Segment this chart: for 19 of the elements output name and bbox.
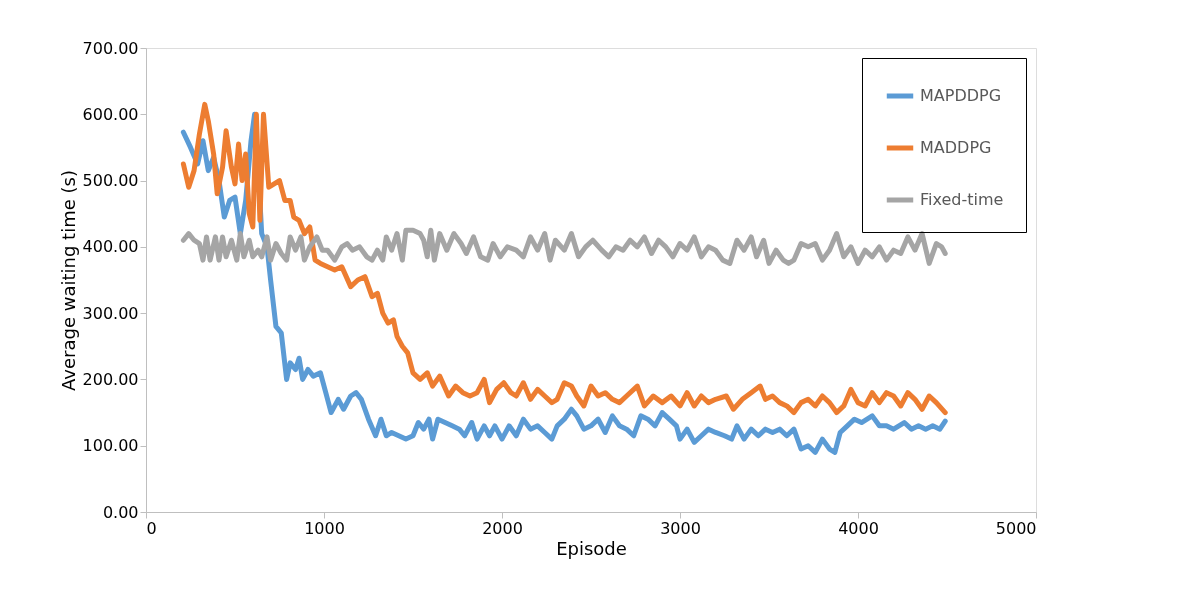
x-tick-label: 3000 xyxy=(660,518,701,538)
y-tick-label: 400.00 xyxy=(82,237,139,257)
legend-label: MAPDDPG xyxy=(920,86,1002,105)
x-tick-label: 5000 xyxy=(995,518,1037,538)
legend-label: Fixed-time xyxy=(920,190,1004,209)
x-axis-title: Episode xyxy=(556,537,627,559)
x-tick-label: 0 xyxy=(146,518,157,538)
y-tick-label: 500.00 xyxy=(82,171,139,191)
x-tick-label: 4000 xyxy=(838,518,879,538)
y-tick-label: 0.00 xyxy=(102,502,139,522)
y-tick-label: 700.00 xyxy=(82,38,139,58)
y-axis-title: Average waiting time (s) xyxy=(57,170,79,391)
y-tick-label: 100.00 xyxy=(82,436,139,456)
x-tick-label: 1000 xyxy=(304,518,345,538)
legend-label: MADDPG xyxy=(920,138,992,157)
x-tick-label: 2000 xyxy=(482,518,523,538)
y-tick-label: 300.00 xyxy=(82,303,139,323)
y-tick-label: 600.00 xyxy=(82,104,139,124)
y-tick-label: 200.00 xyxy=(82,369,139,389)
